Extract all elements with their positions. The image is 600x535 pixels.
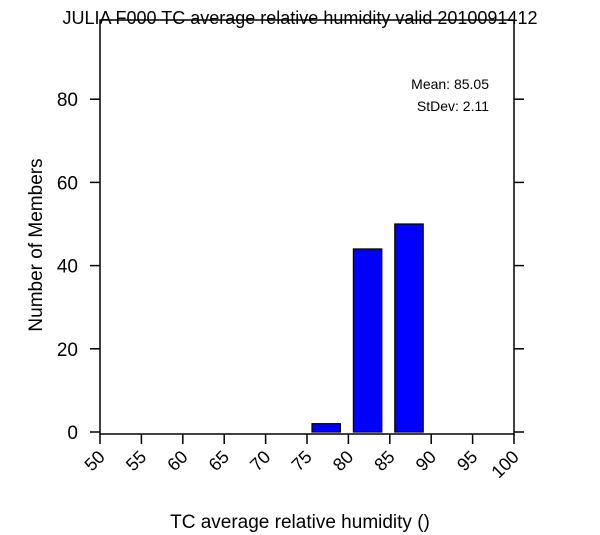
- x-tick-label-7: 85: [370, 447, 398, 475]
- x-tick-label-10: 100: [487, 447, 522, 482]
- x-tick-label-2: 60: [163, 447, 191, 475]
- histogram-bar-1: [352, 248, 383, 433]
- x-tick-label-8: 90: [412, 447, 440, 475]
- x-tick-label-9: 95: [453, 447, 481, 475]
- x-tick-label-0: 50: [81, 447, 109, 475]
- x-tick-label-6: 80: [329, 447, 357, 475]
- x-axis-ticks: 50 55 60 65 70 75 80 85 90 95 100: [81, 434, 523, 482]
- y-axis-ticks: 0 20 40 60 80: [57, 90, 524, 444]
- x-tick-label-3: 65: [205, 447, 233, 475]
- mean-label: Mean: 85.05: [411, 76, 489, 92]
- y-tick-label-0: 0: [67, 423, 78, 444]
- y-tick-label-3: 60: [57, 173, 78, 194]
- x-tick-label-4: 70: [246, 447, 274, 475]
- chart-title: JULIA F000 TC average relative humidity …: [63, 8, 538, 28]
- x-tick-label-5: 75: [288, 447, 316, 475]
- y-tick-label-1: 20: [57, 340, 78, 361]
- x-tick-label-1: 55: [122, 447, 150, 475]
- bars-group: [311, 223, 424, 433]
- y-tick-label-2: 40: [57, 257, 78, 278]
- histogram-bar-0: [311, 423, 341, 433]
- y-axis-label: Number of Members: [26, 158, 47, 331]
- y-tick-label-4: 80: [57, 90, 78, 111]
- stdev-label: StDev: 2.11: [417, 98, 489, 114]
- x-axis-label: TC average relative humidity (): [170, 512, 430, 533]
- histogram-bar-2: [394, 223, 424, 433]
